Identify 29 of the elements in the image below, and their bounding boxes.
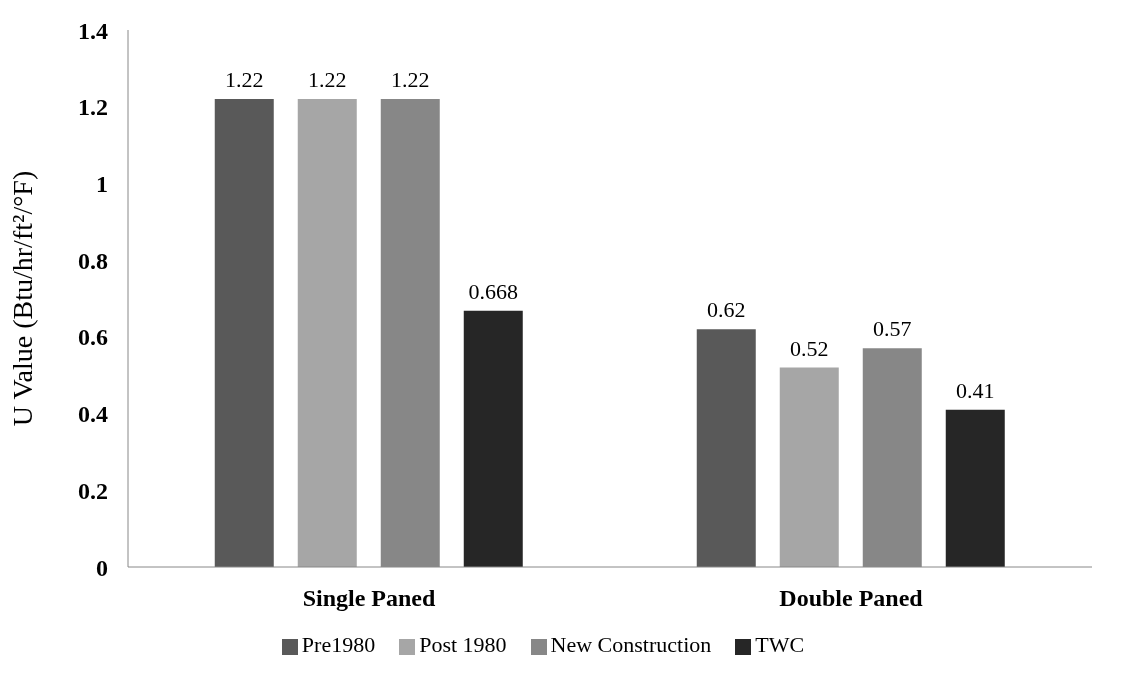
y-tick-label: 1 bbox=[96, 170, 108, 197]
y-tick-label: 1.4 bbox=[78, 17, 108, 44]
bar bbox=[463, 310, 523, 567]
bar bbox=[779, 367, 839, 567]
legend-label: New Construction bbox=[550, 632, 712, 657]
bar bbox=[696, 329, 756, 567]
x-tick-label: Single Paned bbox=[302, 585, 436, 612]
bar bbox=[945, 409, 1005, 567]
legend-label: TWC bbox=[755, 632, 805, 657]
data-label: 0.668 bbox=[468, 278, 519, 304]
legend-label: Pre1980 bbox=[301, 632, 376, 657]
data-label: 1.22 bbox=[308, 67, 347, 93]
y-axis-title: U Value (Btu/hr/ft²/°F) bbox=[6, 170, 38, 427]
data-label: 0.57 bbox=[873, 316, 912, 342]
data-label: 0.41 bbox=[956, 377, 995, 403]
y-tick-label: 0 bbox=[96, 554, 108, 581]
y-tick-label: 0.2 bbox=[78, 477, 108, 504]
x-tick-label: Double Paned bbox=[779, 585, 924, 612]
data-label: 1.22 bbox=[391, 67, 430, 93]
data-label: 0.62 bbox=[707, 297, 746, 323]
bar bbox=[214, 99, 274, 567]
y-tick-label: 0.6 bbox=[78, 324, 108, 351]
data-label: 0.52 bbox=[790, 335, 829, 361]
legend-label: Post 1980 bbox=[419, 632, 507, 657]
y-tick-label: 1.2 bbox=[78, 94, 108, 121]
y-tick-label: 0.4 bbox=[78, 401, 108, 428]
bar bbox=[297, 99, 357, 567]
y-tick-label: 0.8 bbox=[78, 247, 108, 274]
data-label: 1.22 bbox=[225, 67, 264, 93]
